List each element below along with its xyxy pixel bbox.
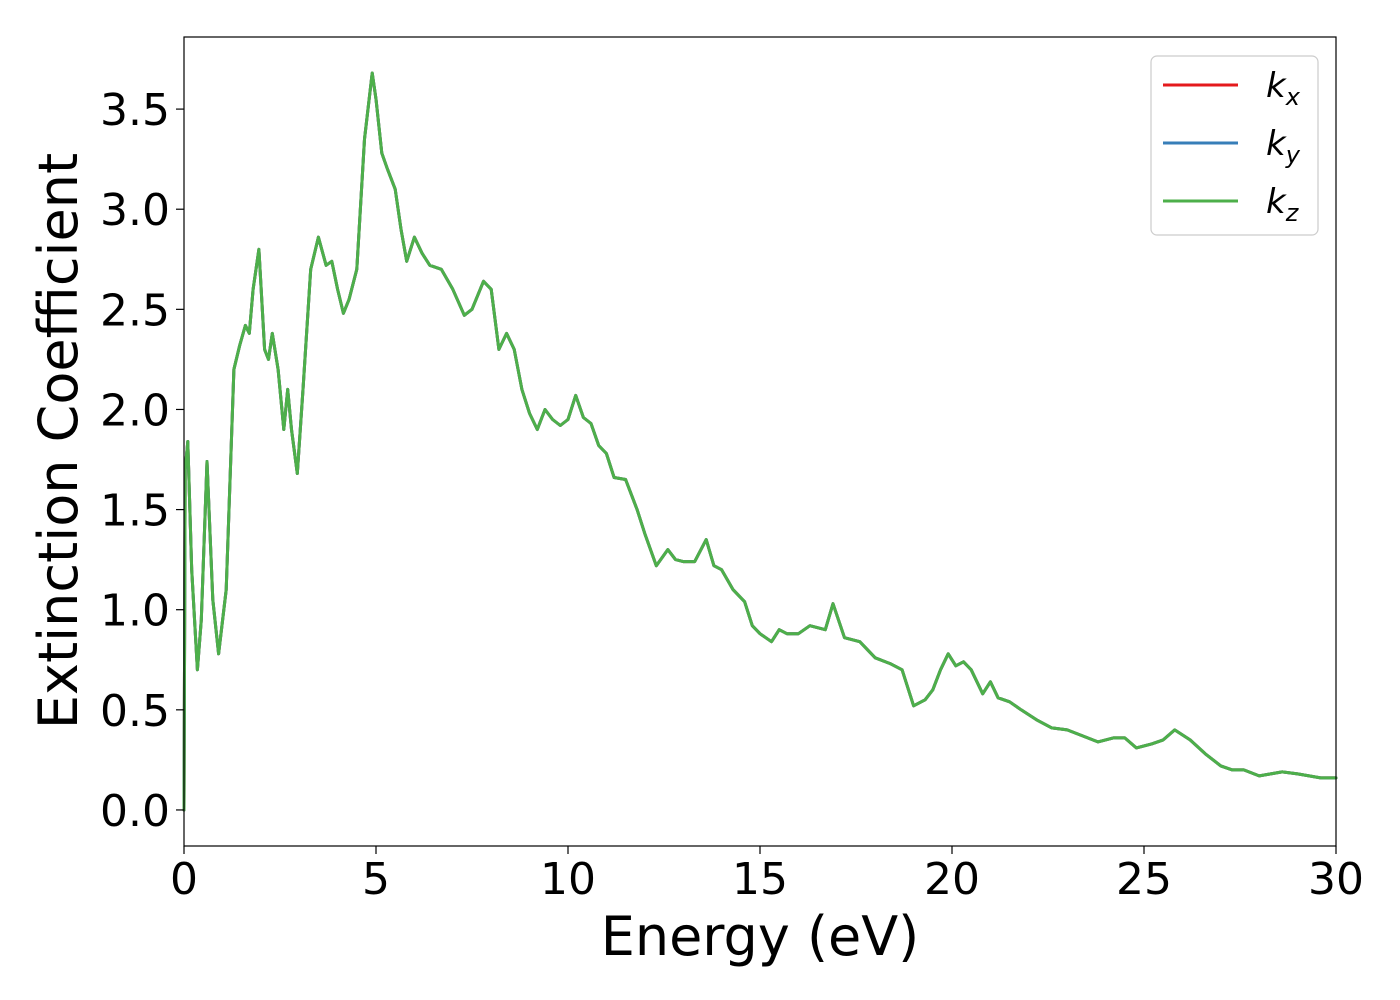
x-axis-label: Energy (eV) <box>601 905 920 968</box>
legend-label-x: kx <box>1266 66 1301 111</box>
x-tick-label: 30 <box>1308 854 1364 905</box>
legend-label-subscript: z <box>1285 199 1300 227</box>
y-tick-label: 3.5 <box>100 85 170 136</box>
legend-label-base: k <box>1266 66 1287 106</box>
y-axis-ticks: 0.0 0.5 1.0 1.5 2.0 2.5 3.0 3.5 <box>100 85 184 837</box>
y-tick-label: 1.5 <box>100 486 170 537</box>
y-tick-label: 1.0 <box>100 586 170 637</box>
legend-box <box>1150 55 1319 236</box>
y-tick-label: 3.0 <box>100 185 170 236</box>
legend-label-subscript: x <box>1285 83 1301 111</box>
y-tick-label: 2.5 <box>100 285 170 336</box>
x-tick-label: 20 <box>924 854 980 905</box>
x-tick-label: 5 <box>362 854 390 905</box>
legend-label-base: k <box>1266 124 1287 164</box>
series-line-z <box>182 71 1338 812</box>
legend-label-base: k <box>1266 182 1287 222</box>
y-tick-label: 0.5 <box>100 686 170 737</box>
series-layer <box>182 71 1338 812</box>
x-axis-ticks: 0 5 10 15 20 25 30 <box>170 846 1364 905</box>
legend-label-z: kz <box>1266 182 1300 227</box>
y-tick-label: 0.0 <box>100 786 170 837</box>
x-tick-label: 25 <box>1116 854 1172 905</box>
y-tick-label: 2.0 <box>100 385 170 436</box>
x-tick-label: 15 <box>732 854 788 905</box>
plot-background <box>184 37 1336 846</box>
legend-label-y: ky <box>1266 124 1301 169</box>
x-tick-label: 10 <box>540 854 596 905</box>
legend-label-subscript: y <box>1285 141 1301 169</box>
y-axis-label: Extinction Coefficient <box>27 153 90 729</box>
x-tick-label: 0 <box>170 854 198 905</box>
